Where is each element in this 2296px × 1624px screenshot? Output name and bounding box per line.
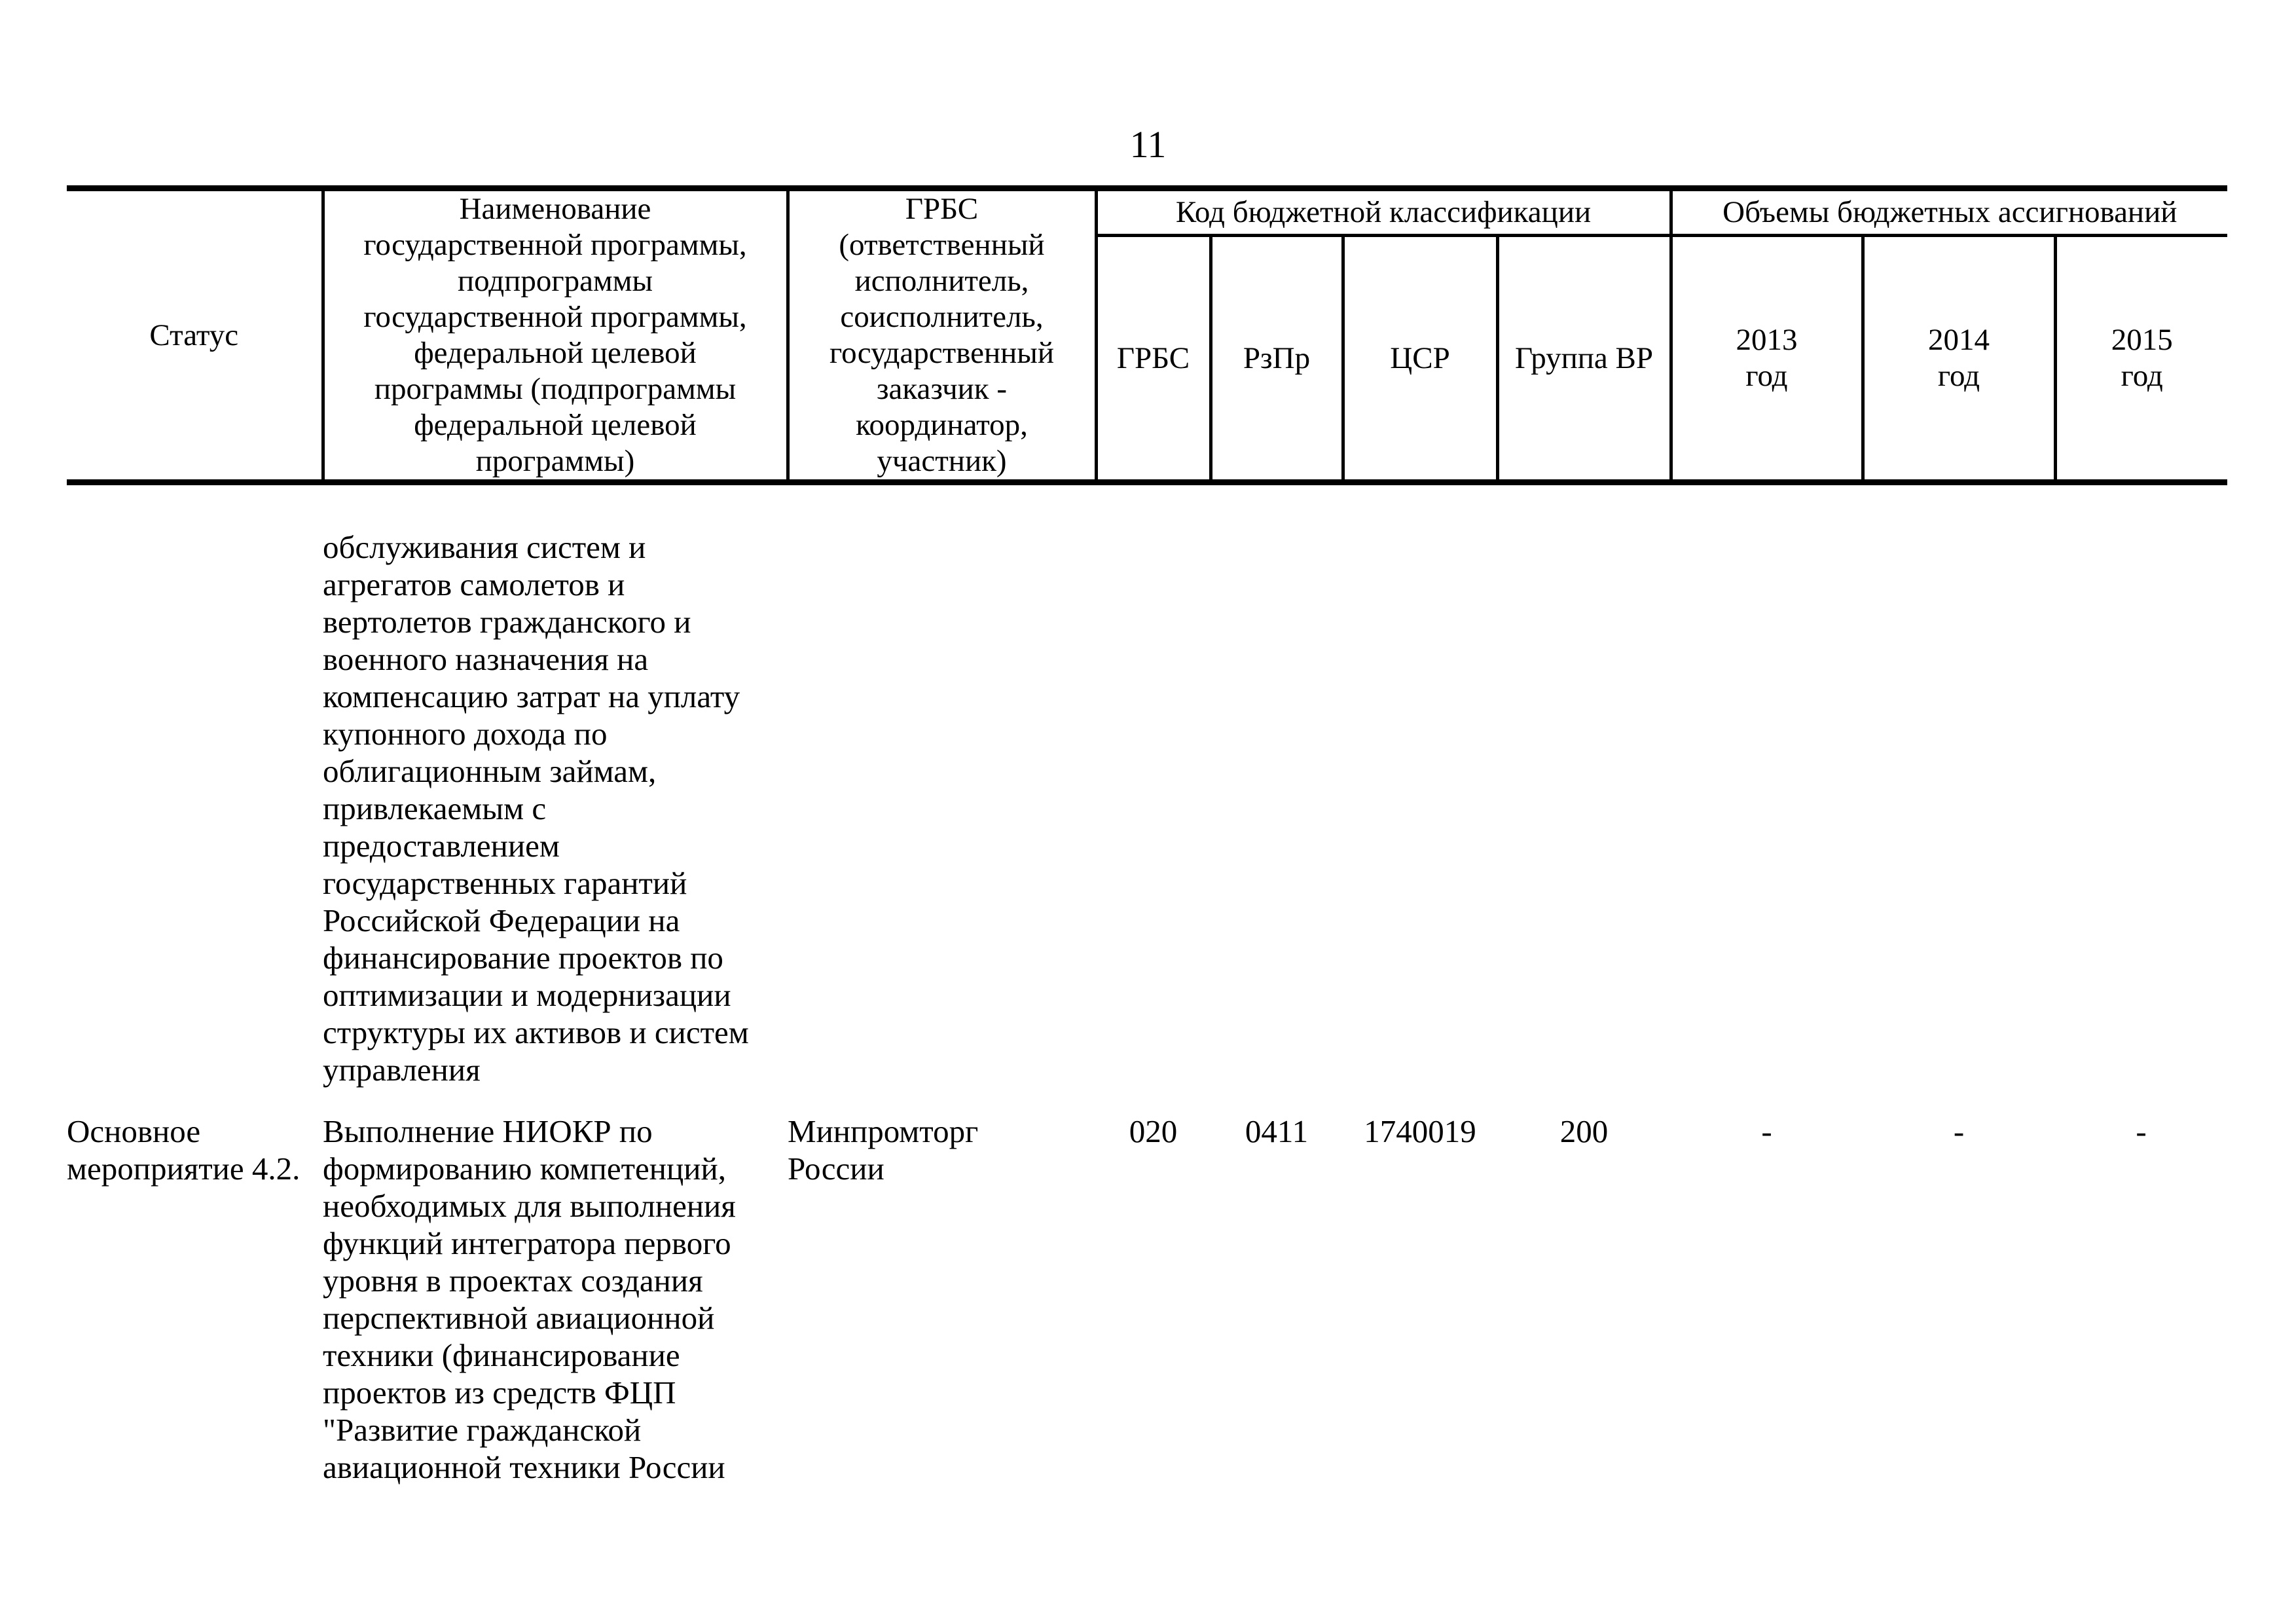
col-header-group-vr: Группа ВР — [1497, 235, 1673, 485]
col-header-grbs-code: ГРБС — [1096, 235, 1212, 485]
col-header-status: Статус — [67, 185, 325, 485]
cell-code-group-vr: 200 — [1559, 1113, 1609, 1149]
header-row-columns: ГРБС РзПр ЦСР Группа ВР 2013 год 2014 го… — [67, 235, 2228, 485]
cell-year-2013 — [1671, 483, 1863, 1106]
cell-code-csr: 1740019 — [1364, 1113, 1476, 1149]
cell-year-2015 — [2055, 483, 2227, 1106]
col-header-year-2014: 2014 год — [1863, 235, 2057, 485]
cell-code-grbs: 020 — [1129, 1113, 1178, 1149]
col-header-grbs-full: ГРБС (ответственный исполнитель, соиспол… — [788, 185, 1098, 485]
table-row-measure-4-2: Основное мероприятие 4.2. Выполнение НИО… — [67, 1106, 2227, 1486]
cell-code-csr — [1343, 483, 1497, 1106]
cell-year-2015: - — [2136, 1113, 2147, 1149]
cell-program-name: Выполнение НИОКР по формированию компете… — [323, 1113, 736, 1485]
header-row-groups: Статус Наименование государственной прог… — [67, 185, 2228, 485]
cell-code-rzpr: 0411 — [1245, 1113, 1309, 1149]
cell-year-2014 — [1863, 483, 2055, 1106]
col-header-csr: ЦСР — [1343, 235, 1499, 485]
cell-status: Основное мероприятие 4.2. — [67, 1113, 301, 1187]
page-number: 11 — [1129, 123, 1167, 166]
col-group-budget-code: Код бюджетной классификации — [1096, 185, 1673, 238]
cell-code-grbs — [1096, 483, 1211, 1106]
cell-program-name: обслуживания систем и агрегатов самолето… — [323, 529, 749, 1088]
cell-code-group-vr — [1497, 483, 1671, 1106]
col-header-year-2015: 2015 год — [2055, 235, 2228, 485]
budget-table: Статус Наименование государственной прог… — [67, 185, 2228, 1486]
cell-year-2013: - — [1761, 1113, 1772, 1149]
cell-year-2014: - — [1953, 1113, 1965, 1149]
col-header-rzpr: РзПр — [1211, 235, 1345, 485]
cell-grbs: Минпромторг России — [788, 1113, 979, 1187]
cell-grbs — [788, 483, 1096, 1106]
cell-status — [67, 483, 323, 1106]
col-header-year-2013: 2013 год — [1671, 235, 1865, 485]
col-group-budget-volumes: Объемы бюджетных ассигнований — [1671, 185, 2228, 238]
table-row-continuation: обслуживания систем и агрегатов самолето… — [67, 483, 2227, 1106]
col-header-program-name: Наименование государственной программы, … — [323, 185, 790, 485]
cell-code-rzpr — [1211, 483, 1343, 1106]
